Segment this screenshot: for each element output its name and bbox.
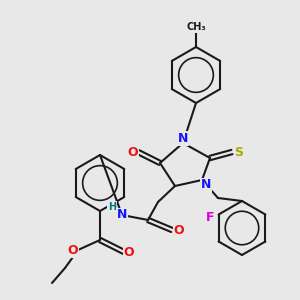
Text: H: H (108, 202, 116, 212)
Text: CH₃: CH₃ (186, 22, 206, 32)
Text: S: S (235, 146, 244, 158)
Text: N: N (117, 208, 127, 221)
Text: N: N (201, 178, 211, 191)
Text: O: O (124, 245, 134, 259)
Text: O: O (174, 224, 184, 236)
Text: N: N (178, 131, 188, 145)
Text: O: O (128, 146, 138, 158)
Text: F: F (206, 211, 215, 224)
Text: O: O (68, 244, 78, 256)
